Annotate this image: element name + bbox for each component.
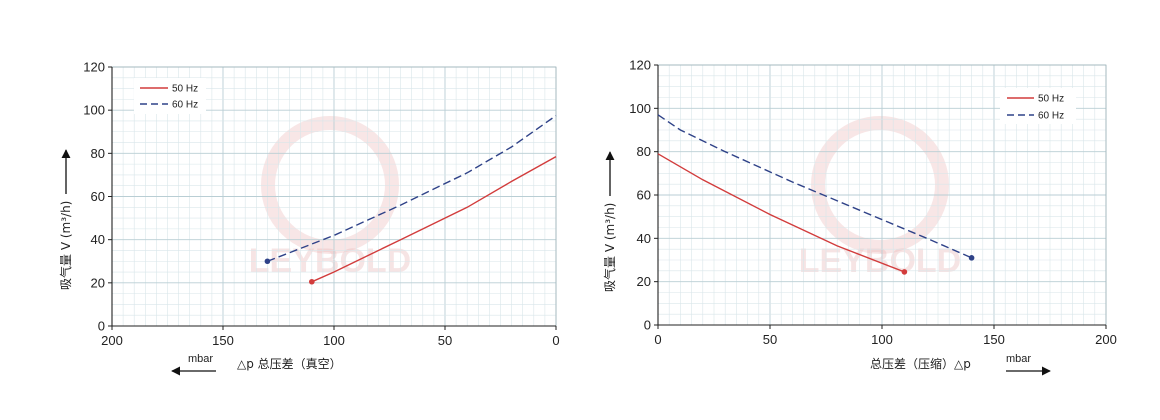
- series-endpoint-60hz: [264, 258, 271, 265]
- legend: 50 Hz 60 Hz: [1000, 88, 1076, 124]
- x-axis-unit: mbar: [188, 353, 213, 365]
- y-axis-label: 吸气量 V (m³/h): [58, 201, 73, 290]
- axis-ticks: 0 20 40 60 80 100 120 200 150 100 50 0: [83, 60, 559, 349]
- legend-label-60hz: 60 Hz: [1038, 111, 1064, 122]
- series-lines: [657, 114, 975, 275]
- legend-box: [1000, 88, 1076, 124]
- y-tick-label: 80: [637, 144, 651, 159]
- y-tick-label: 20: [91, 275, 105, 290]
- y-tick-label: 80: [91, 146, 105, 161]
- y-tick-label: 0: [644, 318, 651, 333]
- series-line-50hz: [657, 153, 905, 273]
- legend-box: [134, 78, 206, 114]
- x-tick-label: 150: [212, 333, 234, 348]
- series-lines: [264, 115, 557, 285]
- series-line-60hz: [267, 115, 557, 262]
- x-tick-label: 100: [323, 333, 345, 348]
- series-endpoint-50hz: [309, 278, 315, 285]
- x-tick-label: 0: [654, 332, 661, 347]
- watermark: LEYBOLD: [799, 116, 961, 280]
- watermark: LEYBOLD: [249, 116, 411, 280]
- y-tick-label: 40: [637, 231, 651, 246]
- y-axis-label: 吸气量 V (m³/h): [602, 203, 617, 292]
- x-tick-label: 0: [552, 333, 559, 348]
- x-axis-unit: mbar: [1006, 353, 1031, 365]
- x-axis-label: 总压差（压缩）△p: [870, 356, 971, 371]
- legend-label-60hz: 60 Hz: [172, 100, 198, 111]
- series-endpoint-50hz: [901, 269, 908, 275]
- y-tick-label: 100: [629, 101, 651, 116]
- x-tick-label: 200: [1095, 332, 1117, 347]
- x-tick-label: 150: [983, 332, 1005, 347]
- series-line-50hz: [311, 155, 557, 283]
- legend-label-50hz: 50 Hz: [1038, 94, 1064, 105]
- y-tick-label: 120: [629, 58, 651, 73]
- y-tick-label: 40: [91, 232, 105, 247]
- compression-chart: LEYBOLD 0 20 40 60 80 100 120 0 50 100 150 200 50 H…: [602, 58, 1117, 376]
- x-axis-label: △p 总压差（真空）: [237, 357, 342, 371]
- series-line-60hz: [657, 114, 972, 259]
- x-tick-label: 200: [101, 333, 123, 348]
- x-tick-label: 100: [871, 332, 893, 347]
- y-tick-label: 60: [91, 189, 105, 204]
- x-tick-label: 50: [438, 333, 452, 348]
- y-tick-label: 60: [637, 188, 651, 203]
- axis-ticks: 0 20 40 60 80 100 120 0 50 100 150 200: [629, 58, 1117, 348]
- y-tick-label: 120: [83, 60, 105, 75]
- legend: 50 Hz 60 Hz: [134, 78, 206, 114]
- x-tick-label: 50: [763, 332, 777, 347]
- vacuum-chart: LEYBOLD 0 20 40 60 80 100 120 200 150 100 50 0 50 H…: [58, 60, 560, 376]
- y-tick-label: 0: [98, 319, 105, 334]
- grid: [657, 64, 1107, 326]
- y-tick-label: 100: [83, 103, 105, 118]
- legend-label-50hz: 50 Hz: [172, 84, 198, 95]
- y-tick-label: 20: [637, 274, 651, 289]
- series-endpoint-60hz: [968, 255, 975, 261]
- watermark-text: LEYBOLD: [799, 242, 961, 280]
